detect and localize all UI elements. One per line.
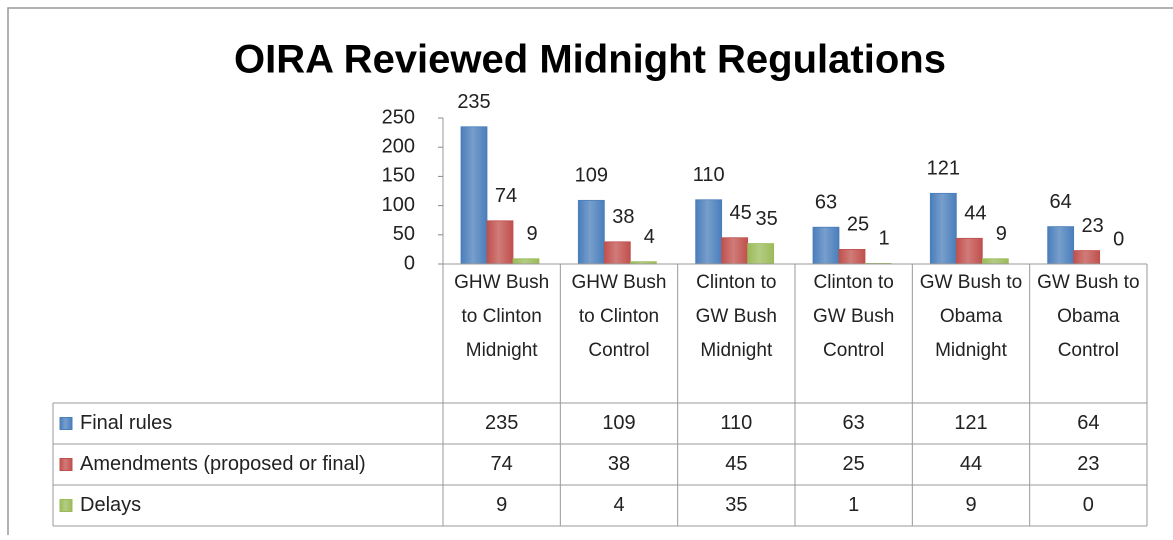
category-label-box: Clinton to GW Bush Midnight (695, 272, 777, 361)
data-label: 45 (730, 202, 752, 224)
bar (812, 226, 840, 265)
data-label: 25 (847, 214, 869, 236)
data-label: 0 (1113, 228, 1124, 250)
table-value: 25 (843, 453, 865, 475)
bar (929, 192, 957, 265)
bar (1073, 250, 1101, 265)
table-value: 9 (965, 494, 976, 516)
x-tick-label: GHW Bush to Clinton Control (571, 272, 667, 361)
legend-label: Amendments (proposed or final) (80, 453, 366, 475)
bar (838, 248, 866, 265)
category-label-box: GHW Bush to Clinton Midnight (454, 272, 550, 361)
table-value: 109 (602, 412, 635, 434)
bar (460, 126, 488, 265)
legend-label: Final rules (80, 412, 172, 434)
y-tick-label: 150 (382, 165, 415, 187)
x-tick-label: GHW Bush to Clinton Midnight (454, 272, 550, 361)
data-label: 109 (575, 165, 608, 187)
data-label: 110 (693, 164, 725, 186)
bar (603, 241, 631, 265)
table-value: 121 (954, 412, 987, 434)
table-value: 4 (613, 494, 624, 516)
category-label-box: GHW Bush to Clinton Control (571, 272, 667, 361)
data-label: 63 (815, 191, 837, 213)
data-label: 44 (964, 203, 986, 225)
data-label: 235 (457, 91, 490, 113)
table-value: 23 (1077, 453, 1099, 475)
x-tick-label: Clinton to GW Bush Midnight (695, 272, 777, 361)
legend-swatch (59, 417, 73, 430)
bar (486, 220, 514, 265)
legend-swatch (59, 458, 73, 471)
legend-swatch (59, 499, 73, 512)
table-value: 45 (725, 453, 747, 475)
category-label-box: GW Bush to Obama Control (1037, 272, 1140, 361)
table-value: 35 (725, 494, 747, 516)
table-value: 1 (848, 494, 859, 516)
y-tick-label: 100 (382, 194, 415, 216)
bar (1047, 226, 1075, 265)
y-tick-label: 250 (382, 106, 415, 128)
data-label: 9 (526, 223, 537, 245)
data-label: 9 (996, 223, 1007, 245)
data-label: 64 (1050, 191, 1072, 213)
bar (512, 258, 540, 265)
table-value: 235 (485, 412, 518, 434)
y-tick-label: 50 (393, 223, 415, 245)
category-label-box: Clinton to GW Bush Control (813, 272, 895, 361)
chart-title: OIRA Reviewed Midnight Regulations (234, 38, 946, 82)
y-tick-label: 200 (382, 135, 415, 157)
data-label: 4 (644, 226, 655, 248)
bar (721, 237, 749, 265)
data-label: 74 (495, 185, 517, 207)
data-label: 1 (878, 228, 889, 250)
legend-label: Delays (80, 494, 141, 516)
data-label: 38 (612, 206, 634, 228)
data-label: 23 (1082, 215, 1104, 237)
data-label: 121 (927, 158, 960, 180)
x-tick-label: GW Bush to Obama Midnight (919, 272, 1023, 361)
table-value: 44 (960, 453, 982, 475)
bar (981, 258, 1009, 265)
chart-frame (7, 7, 1173, 535)
table-value: 0 (1083, 494, 1094, 516)
table-value: 74 (491, 453, 513, 475)
x-tick-label: GW Bush to Obama Control (1037, 272, 1140, 361)
table-value: 64 (1077, 412, 1099, 434)
table-value: 9 (496, 494, 507, 516)
data-label: 35 (756, 208, 778, 230)
x-tick-label: Clinton to GW Bush Control (813, 272, 895, 361)
table-value: 38 (608, 453, 630, 475)
category-label-box: GW Bush to Obama Midnight (919, 272, 1023, 361)
bar (955, 237, 983, 265)
bar (695, 199, 723, 265)
y-tick-label: 0 (404, 252, 415, 274)
table-value: 110 (720, 412, 752, 434)
bar (577, 199, 605, 265)
bar (747, 243, 775, 265)
table-value: 63 (843, 412, 865, 434)
